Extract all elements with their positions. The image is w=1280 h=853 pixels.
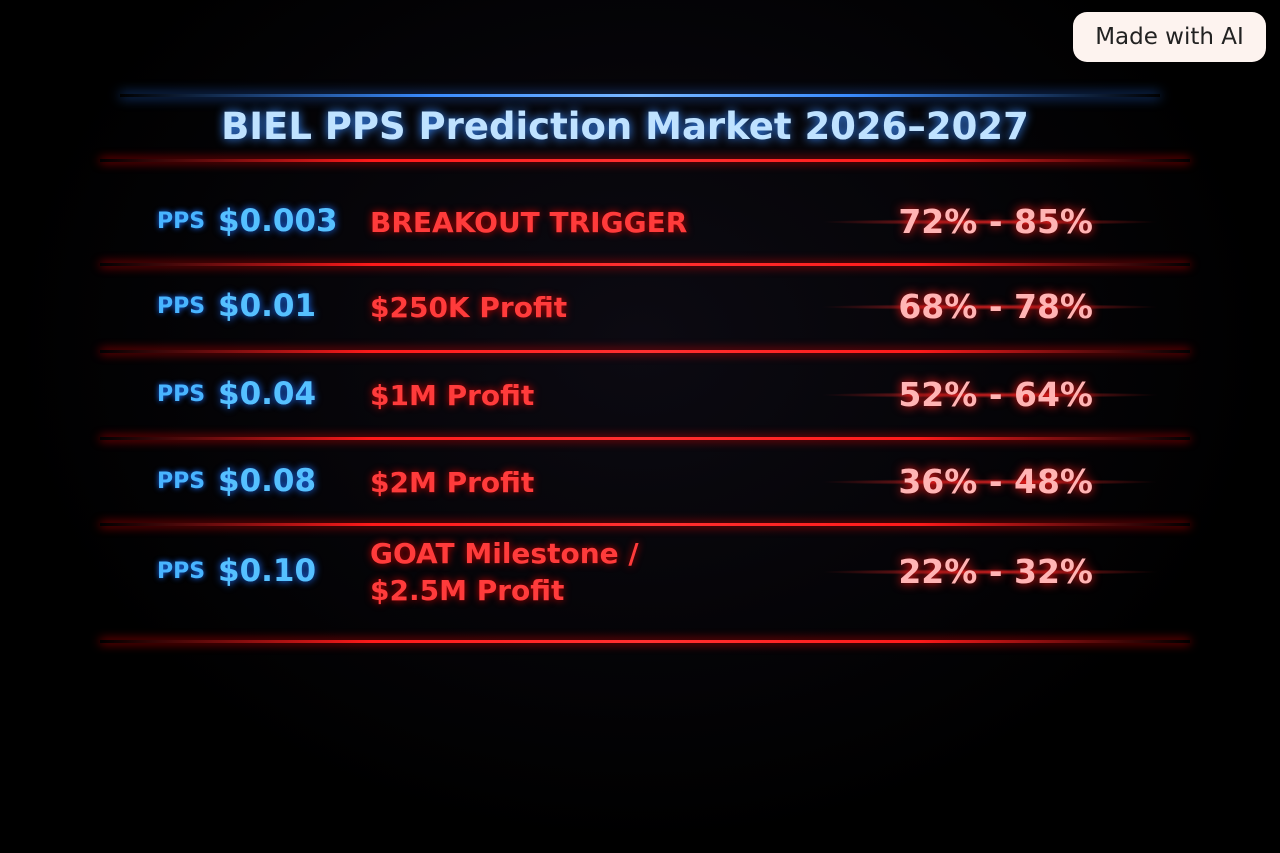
price-prefix: PPS [157,382,206,407]
milestone: GOAT Milestone / [370,537,639,570]
milestone: $1M Profit [370,378,535,412]
probability-range: 72% - 85% [898,202,1093,241]
glow [820,304,1160,310]
price: $0.10 [218,553,317,589]
glow [820,392,1160,398]
price-prefix: PPS [157,209,206,234]
milestone: $2M Profit [370,465,535,499]
divider [120,94,1160,97]
divider [100,350,1190,353]
price-prefix: PPS [157,294,206,319]
probability-range: 36% - 48% [898,462,1093,501]
price: $0.08 [218,463,317,499]
price-prefix: PPS [157,559,206,584]
milestone: $250K Profit [370,290,568,324]
milestone: $2.5M Profit [370,574,565,607]
price: $0.01 [218,288,317,324]
glow [820,479,1160,485]
glow [820,569,1160,575]
price-prefix: PPS [157,469,206,494]
probability-range: 22% - 32% [898,552,1093,591]
probability-range: 52% - 64% [898,375,1093,414]
divider [100,159,1190,162]
price: $0.003 [218,203,338,239]
probability-range: 68% - 78% [898,287,1093,326]
glow [820,219,1160,225]
divider [100,640,1190,643]
price: $0.04 [218,376,317,412]
divider [100,437,1190,440]
title: BIEL PPS Prediction Market 2026–2027 [221,105,1029,148]
badge[interactable]: Made with AI [1073,12,1266,62]
milestone: BREAKOUT TRIGGER [370,205,688,239]
divider [100,263,1190,266]
divider [100,523,1190,526]
